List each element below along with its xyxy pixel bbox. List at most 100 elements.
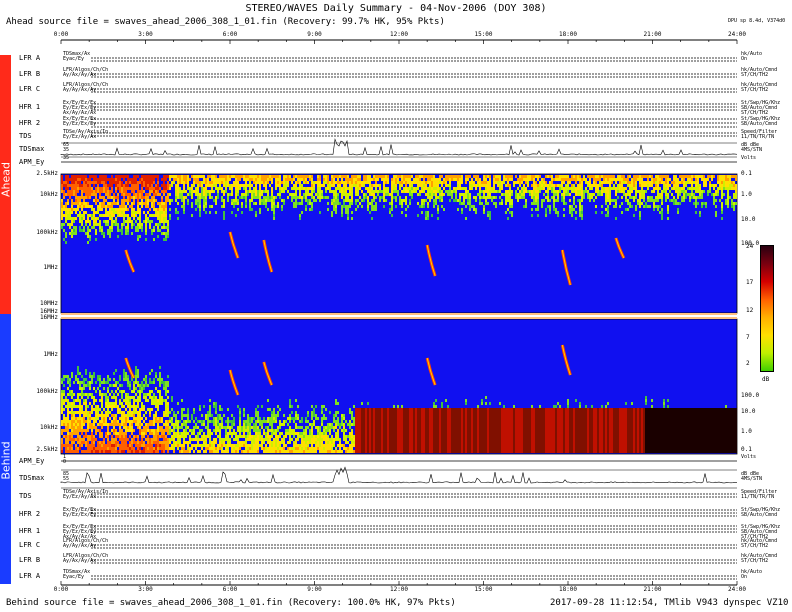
spectrum-pixel: [531, 178, 533, 181]
spectrum-pixel: [143, 378, 145, 381]
spectrum-pixel: [533, 199, 535, 202]
spectrum-pixel: [135, 375, 137, 378]
spectrum-pixel: [83, 229, 85, 232]
spectrum-pixel: [697, 175, 699, 178]
spectrum-pixel: [369, 181, 371, 184]
spectrum-pixel: [285, 187, 287, 190]
spectrum-pixel: [205, 441, 207, 444]
spectrum-pixel: [77, 405, 79, 408]
spectrum-pixel: [601, 190, 603, 193]
spectrum-pixel: [109, 217, 111, 220]
spectrum-pixel: [287, 441, 289, 444]
spectrum-pixel: [165, 420, 167, 423]
spectrum-pixel: [387, 190, 389, 193]
spectrum-pixel: [485, 184, 487, 187]
spectrum-pixel: [225, 178, 227, 181]
spectrum-pixel: [651, 178, 653, 181]
spectrum-pixel: [101, 444, 103, 447]
spectrum-pixel: [91, 444, 93, 447]
spectrum-pixel: [569, 181, 571, 184]
spectrum-pixel: [143, 450, 145, 453]
spectrum-pixel: [345, 181, 347, 184]
spectrum-pixel: [575, 181, 577, 184]
spectrum-pixel: [123, 378, 125, 381]
spectrum-pixel: [65, 214, 67, 217]
spectrum-pixel: [287, 178, 289, 181]
spectrum-pixel: [125, 184, 127, 187]
spectrum-pixel: [103, 408, 105, 411]
spectrum-pixel: [449, 199, 451, 202]
spectrum-pixel: [149, 441, 151, 444]
spectrum-pixel: [383, 187, 385, 190]
spectrum-pixel: [577, 193, 579, 196]
row-meta-right: 4MS/STN: [741, 476, 763, 482]
spectrum-pixel: [509, 196, 511, 199]
spectrum-pixel: [287, 196, 289, 199]
spectrum-pixel: [113, 426, 115, 429]
spectrum-pixel: [371, 187, 373, 190]
spectrum-pixel: [137, 411, 139, 414]
spectrum-pixel: [519, 193, 521, 196]
spectrum-pixel: [341, 211, 343, 214]
spectrum-pixel: [245, 187, 247, 190]
spectrum-pixel: [509, 199, 511, 202]
spectrum-pixel: [553, 193, 555, 196]
spectrum-pixel: [167, 405, 169, 408]
spectrum-pixel: [349, 408, 351, 411]
spectrum-pixel: [201, 423, 203, 426]
spectrum-pixel: [647, 199, 649, 202]
spectrum-pixel: [129, 181, 131, 184]
spectrum-pixel: [279, 450, 281, 453]
spectrum-pixel: [619, 175, 621, 178]
spectrum-pixel: [311, 417, 313, 420]
spectrum-pixel: [163, 447, 165, 450]
spectrum-pixel: [729, 175, 731, 178]
spectrum-pixel: [131, 441, 133, 444]
spectrum-pixel: [391, 196, 393, 199]
spectrum-pixel: [161, 378, 163, 381]
spectrum-pixel: [643, 181, 645, 184]
spectrum-pixel: [119, 205, 121, 208]
spectrum-pixel: [209, 450, 211, 453]
spectrum-pixel: [63, 223, 65, 226]
spectrum-pixel: [107, 432, 109, 435]
spectrum-pixel: [125, 372, 127, 375]
spectrum-pixel: [471, 184, 473, 187]
row-meta-right: hk/Auto/Cmnd: [741, 553, 778, 559]
row-meta-left: Ey/Ez/Ex/Ey: [63, 529, 97, 535]
spectrum-pixel: [85, 187, 87, 190]
spectrum-pixel: [729, 196, 731, 199]
spectrum-pixel: [87, 178, 89, 181]
spectrum-pixel: [95, 450, 97, 453]
spectrum-pixel: [61, 450, 63, 453]
spectrum-pixel: [195, 417, 197, 420]
spectrum-pixel: [277, 447, 279, 450]
spectrum-pixel: [77, 187, 79, 190]
spectrum-pixel: [385, 199, 387, 202]
spectrum-pixel: [179, 193, 181, 196]
spectrum-pixel: [121, 405, 123, 408]
spectrum-pixel: [275, 187, 277, 190]
spectrum-pixel: [123, 435, 125, 438]
spectrum-pixel: [433, 184, 435, 187]
spectrum-pixel: [167, 432, 169, 435]
spectrum-pixel: [97, 414, 99, 417]
spectrum-pixel: [483, 184, 485, 187]
spectrum-pixel: [109, 447, 111, 450]
spectrum-pixel: [137, 208, 139, 211]
spectrum-pixel: [437, 187, 439, 190]
spectrum-pixel: [105, 175, 107, 178]
spectrum-pixel: [363, 199, 365, 202]
spectrum-pixel: [89, 417, 91, 420]
spectrum-pixel: [631, 187, 633, 190]
spectrum-pixel: [639, 202, 641, 205]
spectrum-pixel: [145, 375, 147, 378]
spectrum-pixel: [355, 181, 357, 184]
spectrum-pixel: [577, 175, 579, 178]
spectrum-pixel: [219, 435, 221, 438]
spectrum-pixel: [157, 193, 159, 196]
spectrum-pixel: [149, 381, 151, 384]
spectrum-pixel: [229, 193, 231, 196]
spectrum-pixel: [279, 408, 281, 411]
spectrum-pixel: [171, 429, 173, 432]
